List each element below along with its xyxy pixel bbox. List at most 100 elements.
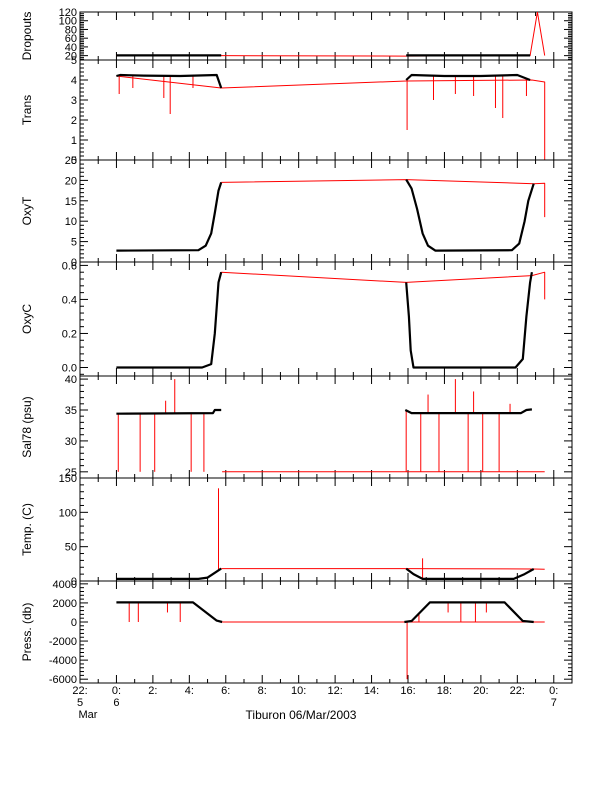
panel-frame xyxy=(79,11,573,61)
y-tick-label: 15 xyxy=(65,196,77,208)
y-tick-label: 2 xyxy=(71,115,77,127)
x-tick-month: Mar xyxy=(79,709,98,721)
x-tick-label-group: 22: xyxy=(510,685,525,697)
y-tick-label: 20 xyxy=(65,51,77,63)
x-tick-label-group: 14: xyxy=(364,685,379,697)
y-tick-label: 2000 xyxy=(53,598,77,610)
raw-series-line xyxy=(221,568,545,570)
x-tick-label-group: 16: xyxy=(400,685,415,697)
x-tick-label: 10: xyxy=(291,685,306,697)
panel-frame xyxy=(79,159,573,263)
smoothed-series-line xyxy=(405,179,535,252)
panel-6: -6000 -4000 -2000 0 2000 4000 Press. (db) xyxy=(20,579,573,686)
y-tick-label: 60 xyxy=(65,33,77,45)
x-tick-label-group: 8: xyxy=(258,685,267,697)
x-tick-label-group: 0:7 xyxy=(549,685,558,709)
x-tick-label-group: 2: xyxy=(148,685,157,697)
x-tick-label: 2: xyxy=(148,685,157,697)
y-tick-label: 4 xyxy=(71,75,77,87)
y-axis-label: Temp. (C) xyxy=(20,503,34,556)
y-tick-label: 35 xyxy=(65,405,77,417)
smoothed-series-line xyxy=(116,601,223,624)
x-tick-label: 0: xyxy=(549,685,558,697)
smoothed-series-line xyxy=(404,408,533,415)
y-axis-label: OxyT xyxy=(20,196,34,225)
x-tick-label: 12: xyxy=(327,685,342,697)
raw-series-line xyxy=(116,75,546,160)
y-tick-label: 50 xyxy=(65,542,77,554)
panel-5: 0 50 100 150 Temp. (C) xyxy=(20,473,573,588)
y-tick-label: 150 xyxy=(59,473,77,485)
panel-1: 0 1 2 3 4 5 Trans xyxy=(20,55,573,167)
x-tick-label-group: 0:6 xyxy=(112,685,121,709)
smoothed-series-line xyxy=(405,73,531,82)
x-axis-label: Tiburon 06/Mar/2003 xyxy=(246,708,357,722)
panel-frame xyxy=(79,261,573,377)
x-tick-label: 14: xyxy=(364,685,379,697)
x-tick-label: 18: xyxy=(437,685,452,697)
panel-2: 0 5 10 15 20 25 OxyT xyxy=(20,155,573,269)
panel-data xyxy=(116,488,545,581)
y-axis-label: Sal78 (psu) xyxy=(20,396,34,457)
y-tick-label: 0 xyxy=(71,576,77,588)
y-tick-label: 30 xyxy=(65,436,77,448)
y-tick-label: 120 xyxy=(59,7,77,19)
y-tick-label: 5 xyxy=(71,237,77,249)
x-tick-label-group: 10: xyxy=(291,685,306,697)
y-tick-label: 0 xyxy=(71,155,77,167)
y-tick-label: 0 xyxy=(71,257,77,269)
x-tick-label-group: 4: xyxy=(185,685,194,697)
panel-3: 0.0 0.2 0.4 0.6 OxyC xyxy=(20,260,573,377)
y-axis-label: OxyC xyxy=(20,304,34,334)
smoothed-series-line xyxy=(116,182,223,252)
y-axis-label: Trans xyxy=(20,95,34,125)
x-tick-label: 16: xyxy=(400,685,415,697)
y-tick-label: 0.2 xyxy=(62,328,77,340)
y-axis-label: Press. (db) xyxy=(20,603,34,662)
panel-data xyxy=(116,271,546,369)
y-tick-label: -6000 xyxy=(49,674,77,686)
x-tick-label-group: 6: xyxy=(221,685,230,697)
panel-data xyxy=(116,379,545,473)
y-tick-label: 5 xyxy=(71,55,77,67)
y-tick-label: 0.0 xyxy=(62,362,77,374)
y-tick-label: 1 xyxy=(71,135,77,147)
y-tick-label: 20 xyxy=(65,175,77,187)
x-tick-date: 6 xyxy=(113,697,119,709)
y-tick-label: 3 xyxy=(71,95,77,107)
y-tick-label: 0 xyxy=(71,617,77,629)
smoothed-series-line xyxy=(116,567,222,581)
y-tick-label: 0.4 xyxy=(62,294,77,306)
y-tick-label: -2000 xyxy=(49,636,77,648)
panel-frame xyxy=(79,477,573,582)
y-axis-label: Dropouts xyxy=(20,12,34,61)
x-tick-label: 0: xyxy=(112,685,121,697)
panel-data xyxy=(116,179,546,252)
y-tick-label: 25 xyxy=(65,155,77,167)
y-tick-label: 80 xyxy=(65,24,77,36)
panel-data xyxy=(116,601,545,680)
x-tick-label: 22: xyxy=(72,685,87,697)
y-tick-label: 100 xyxy=(59,16,77,28)
y-tick-label: -4000 xyxy=(49,655,77,667)
x-tick-label-group: 20: xyxy=(473,685,488,697)
y-tick-label: 10 xyxy=(65,216,77,228)
panel-data xyxy=(116,73,546,160)
y-tick-label: 0.6 xyxy=(62,260,77,272)
x-tick-label: 4: xyxy=(185,685,194,697)
smoothed-series-line xyxy=(405,272,533,369)
x-tick-label: 6: xyxy=(221,685,230,697)
x-tick-label-group: 18: xyxy=(437,685,452,697)
x-tick-label: 22: xyxy=(510,685,525,697)
x-tick-date: 7 xyxy=(551,697,557,709)
x-tick-label-group: 12: xyxy=(327,685,342,697)
smoothed-series-line xyxy=(116,408,222,415)
y-tick-label: 25 xyxy=(65,467,77,479)
panel-frame xyxy=(79,375,573,479)
smoothed-series-line xyxy=(404,601,534,624)
x-tick-label: 20: xyxy=(473,685,488,697)
raw-series-line xyxy=(221,179,546,218)
x-tick-date: 5 xyxy=(77,697,83,709)
